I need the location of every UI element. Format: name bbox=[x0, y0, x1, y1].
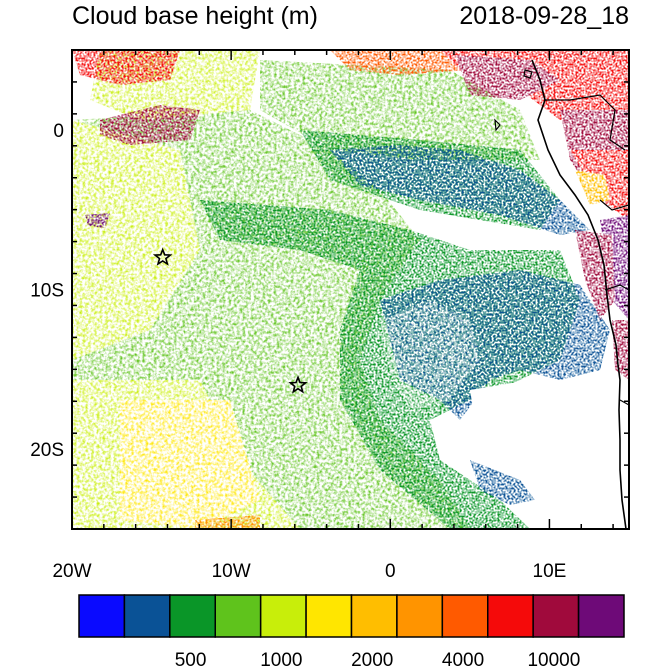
y-tick-label: 0 bbox=[53, 121, 64, 142]
star-marker-2 bbox=[288, 375, 308, 394]
colorbar-box bbox=[532, 594, 580, 638]
colorbar-box bbox=[487, 594, 534, 638]
x-tick-label: 0 bbox=[385, 561, 396, 582]
colorbar-box bbox=[577, 594, 625, 638]
colorbar-label: 4000 bbox=[442, 650, 484, 667]
x-tick-label: 10W bbox=[212, 561, 251, 582]
axis-ticks bbox=[71, 49, 629, 530]
colorbar-box bbox=[441, 594, 489, 638]
colorbar-box bbox=[396, 594, 444, 638]
markers bbox=[152, 247, 308, 394]
colorbar-box bbox=[214, 594, 262, 638]
colorbar-labels: 500 1000 2000 4000 10000 bbox=[175, 650, 581, 667]
colorbar bbox=[78, 594, 625, 638]
y-axis-labels: 0 10S 20S bbox=[30, 121, 64, 461]
colorbar-box bbox=[350, 594, 398, 638]
x-tick-label: 10E bbox=[533, 561, 567, 582]
colorbar-box bbox=[78, 594, 126, 638]
y-tick-label: 10S bbox=[30, 281, 64, 302]
colorbar-box bbox=[169, 594, 216, 638]
colorbar-label: 500 bbox=[175, 650, 207, 667]
colorbar-label: 1000 bbox=[260, 650, 302, 667]
figure-date: 2018-09-28_18 bbox=[459, 2, 629, 30]
colorbar-label: 2000 bbox=[351, 650, 393, 667]
coastline bbox=[531, 59, 627, 529]
figure-title: Cloud base height (m) bbox=[72, 2, 318, 30]
y-tick-label: 20S bbox=[30, 440, 64, 461]
map-frame bbox=[71, 49, 630, 530]
x-axis-labels: 20W 10W 0 10E bbox=[52, 561, 566, 582]
colorbar-label: 10000 bbox=[527, 650, 580, 667]
colorbar-box bbox=[305, 594, 353, 638]
colorbar-box bbox=[123, 594, 171, 638]
cloud-field bbox=[72, 50, 629, 529]
colorbar-box bbox=[259, 594, 307, 638]
x-tick-label: 20W bbox=[52, 561, 91, 582]
star-marker-1 bbox=[152, 247, 173, 266]
